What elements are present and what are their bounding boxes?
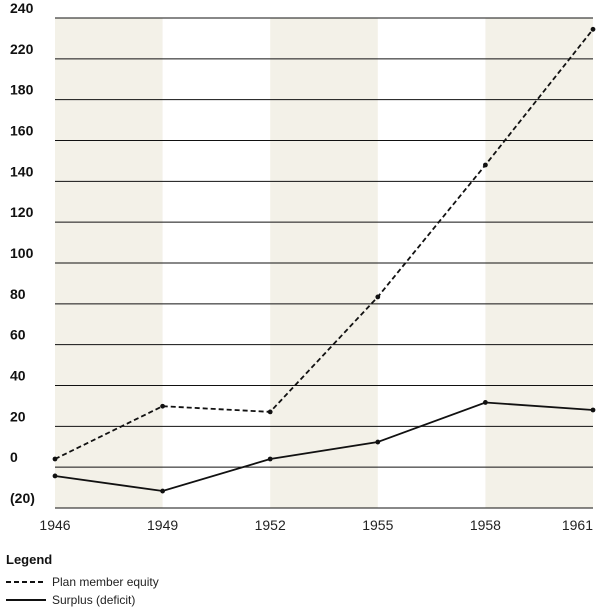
y-tick-label: 40 [10,368,26,384]
dashed-line-swatch-icon [6,581,46,583]
x-tick-label: 1949 [147,517,178,533]
data-point [52,473,58,479]
y-tick-label: 20 [10,408,26,424]
data-point [267,409,273,415]
x-tick-label: 1946 [39,517,70,533]
data-point [160,403,166,409]
data-point [483,400,488,405]
x-axis-ticks: 1946 1949 1952 1955 1958 1961 [39,517,593,533]
legend-title: Legend [6,552,53,567]
y-tick-label: 240 [10,0,34,16]
x-tick-label: 1961 [562,517,593,533]
y-tick-label: 140 [10,163,34,179]
data-point [590,407,596,413]
y-tick-label: 80 [10,286,26,302]
y-tick-label: 220 [10,41,34,57]
data-point [267,456,273,462]
x-tick-label: 1955 [362,517,393,533]
y-tick-label: 120 [10,204,34,220]
legend-item-plan-member-equity: Plan member equity [6,573,306,591]
y-tick-label: (20) [10,490,35,506]
legend-label: Plan member equity [52,575,159,589]
y-tick-label: 60 [10,327,26,343]
y-tick-label: 180 [10,82,34,98]
x-tick-label: 1952 [255,517,286,533]
legend: Legend Plan member equity Surplus (defic… [6,552,306,609]
grid-lines [55,17,593,509]
series-line-surplus-deficit [54,401,594,492]
series-line-plan-member-equity [54,28,594,460]
y-tick-label: 100 [10,245,34,261]
solid-line-swatch-icon [6,599,46,601]
data-point [160,488,166,494]
legend-label: Surplus (deficit) [52,593,136,607]
y-tick-label: 0 [10,449,18,465]
data-point [483,162,488,168]
data-point [375,439,381,445]
y-axis-ticks: (20) 0 20 40 60 80 100 120 140 160 180 220 240 [10,0,35,506]
data-point [590,26,596,32]
y-tick-label: 160 [10,123,34,139]
x-tick-label: 1958 [470,517,501,533]
series-lines [52,26,596,494]
data-point [52,456,58,462]
legend-item-surplus-deficit: Surplus (deficit) [6,591,306,609]
data-point [375,294,381,300]
